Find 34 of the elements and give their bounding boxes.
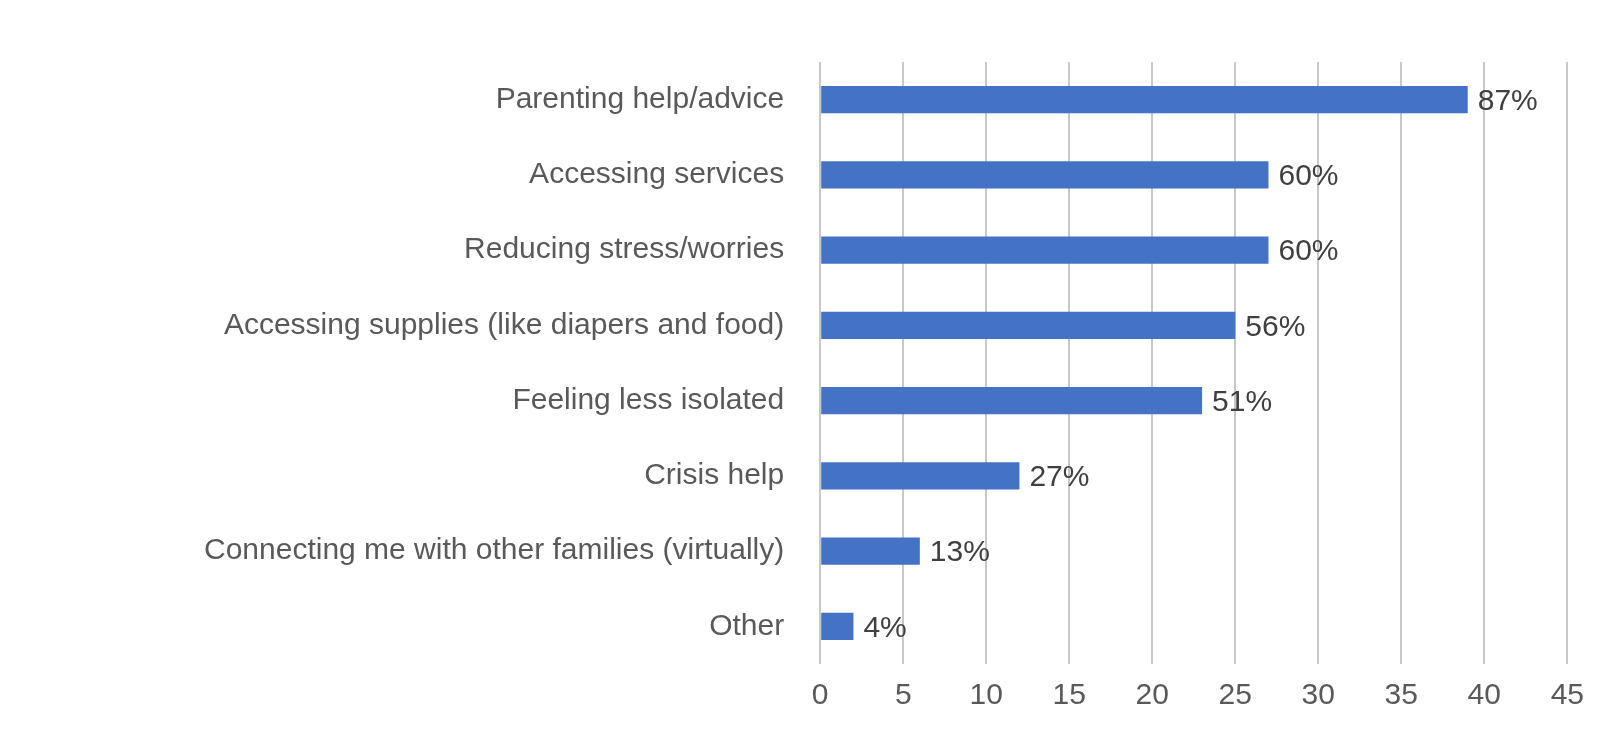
annotation: 60%	[1278, 233, 1339, 267]
annotation: 87%	[1477, 82, 1538, 116]
annotation: 4%	[863, 609, 907, 643]
x-tick-label: 45	[1550, 677, 1584, 711]
y-tick-label: Crisis help	[644, 457, 785, 491]
bar	[821, 612, 854, 640]
annotation: 13%	[929, 534, 990, 568]
y-tick-label: Accessing supplies (like diapers and food)	[223, 306, 785, 340]
bar	[821, 311, 1236, 339]
annotation: 51%	[1212, 383, 1273, 417]
x-tick-label: 20	[1135, 677, 1169, 711]
y-tick-label: Feeling less isolated	[512, 381, 785, 415]
bar	[821, 161, 1269, 189]
annotation: 56%	[1245, 308, 1306, 342]
bar	[821, 86, 1468, 114]
y-tick-label: Accessing services	[529, 156, 785, 190]
bar	[821, 537, 920, 565]
x-tick-label: 5	[894, 677, 912, 711]
annotation: 27%	[1029, 459, 1090, 493]
x-tick-label: 25	[1218, 677, 1252, 711]
y-tick-label: Reducing stress/worries	[464, 231, 785, 265]
x-tick-label: 30	[1301, 677, 1335, 711]
bar	[821, 462, 1020, 490]
x-tick-label: 15	[1052, 677, 1086, 711]
y-tick-label: Parenting help/advice	[495, 80, 785, 114]
y-tick-label: Other	[709, 607, 785, 641]
bar	[821, 236, 1269, 264]
x-tick-label: 0	[811, 677, 829, 711]
x-tick-label: 40	[1467, 677, 1501, 711]
bar	[821, 387, 1203, 415]
y-tick-label: Connecting me with other families (virtually)	[203, 532, 785, 566]
annotation: 60%	[1278, 158, 1339, 192]
x-tick-label: 10	[969, 677, 1003, 711]
x-tick-label: 35	[1384, 677, 1418, 711]
